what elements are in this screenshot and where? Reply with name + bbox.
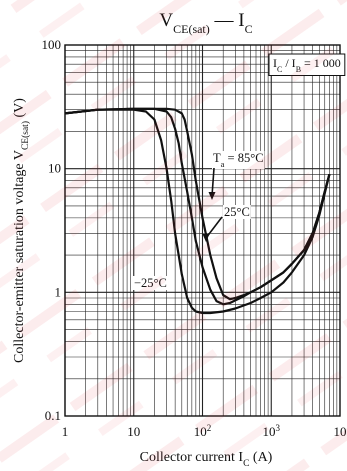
y-tick-label: 0.1 <box>45 408 61 423</box>
chart-title: VCE(sat) — IC <box>159 10 252 36</box>
series-label-2: −25°C <box>134 276 167 290</box>
x-tick-label: 1 <box>62 424 69 439</box>
y-tick-label: 100 <box>42 37 62 52</box>
x-axis-label: Collector current IC (A) <box>140 450 273 469</box>
y-axis-label-group: Collector-emitter saturation voltage VCE… <box>12 98 31 363</box>
y-tick-label: 1 <box>55 284 62 299</box>
x-tick-label: 10 <box>127 424 140 439</box>
series-label-1: 25°C <box>224 205 250 219</box>
x-tick-label: 10 <box>334 424 347 439</box>
y-tick-label: 10 <box>48 161 61 176</box>
y-axis-label: Collector-emitter saturation voltage VCE… <box>12 98 31 363</box>
x-tick-label: 103 <box>263 423 281 439</box>
x-tick-label: 102 <box>194 423 212 439</box>
